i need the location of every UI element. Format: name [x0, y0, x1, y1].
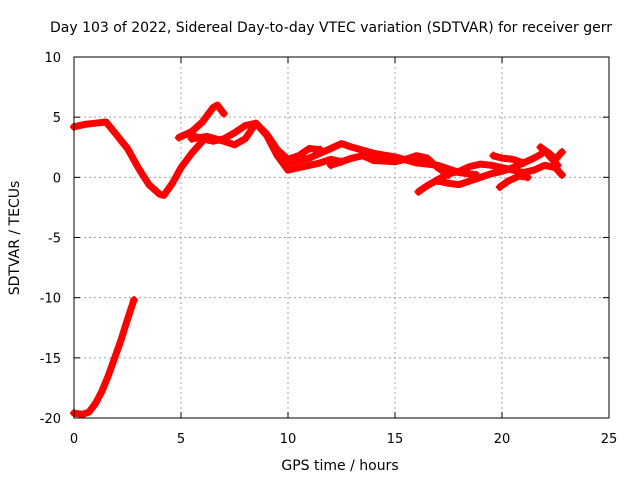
y-tick-label: 5: [53, 111, 61, 126]
series-arc-12: [537, 143, 566, 163]
x-tick-label: 15: [387, 432, 404, 447]
y-axis-label: SDTVAR / TECUs: [7, 181, 23, 296]
series-marker: [187, 134, 196, 143]
y-tick-label: -5: [48, 232, 61, 247]
series-marker: [523, 173, 532, 182]
x-tick-label: 20: [494, 432, 511, 447]
y-axis-ticks: 10 5 0 -5 -10 -15 -20: [40, 51, 609, 427]
series-marker: [489, 151, 498, 160]
x-axis-label: GPS time / hours: [281, 458, 398, 474]
series-arc-2: [70, 296, 138, 418]
series-layer: [70, 101, 566, 418]
x-tick-label: 0: [70, 432, 78, 447]
x-tick-label: 5: [177, 432, 185, 447]
series-marker: [553, 161, 562, 170]
series-marker: [129, 296, 138, 305]
y-tick-label: -20: [40, 412, 61, 427]
series-arc-7: [327, 152, 452, 179]
y-tick-label: 0: [53, 171, 61, 186]
series-arc-8: [415, 160, 566, 196]
series-marker: [183, 130, 192, 139]
chart-title: Day 103 of 2022, Sidereal Day-to-day VTE…: [50, 20, 612, 36]
series-marker: [414, 187, 423, 196]
series-marker: [433, 176, 442, 185]
x-tick-label: 10: [280, 432, 297, 447]
y-tick-label: -15: [40, 352, 61, 367]
series-marker: [326, 161, 335, 170]
series-marker: [174, 133, 183, 142]
x-axis-ticks: 0 5 10 15 20 25: [70, 57, 617, 447]
series-marker: [495, 182, 504, 191]
series-arc-5: [188, 119, 345, 174]
series-marker: [284, 158, 292, 167]
series-marker: [519, 158, 528, 167]
y-tick-label: -10: [40, 292, 61, 307]
series-marker: [536, 143, 545, 152]
grid-lines: [74, 57, 609, 418]
y-tick-label: 10: [44, 51, 61, 66]
series-arc-11: [496, 172, 532, 191]
series-arc-1: [70, 118, 206, 199]
series-marker: [557, 170, 566, 179]
series-arc-10: [489, 152, 527, 167]
series-marker: [219, 109, 228, 118]
series-marker: [557, 148, 566, 157]
x-tick-label: 25: [601, 432, 618, 447]
